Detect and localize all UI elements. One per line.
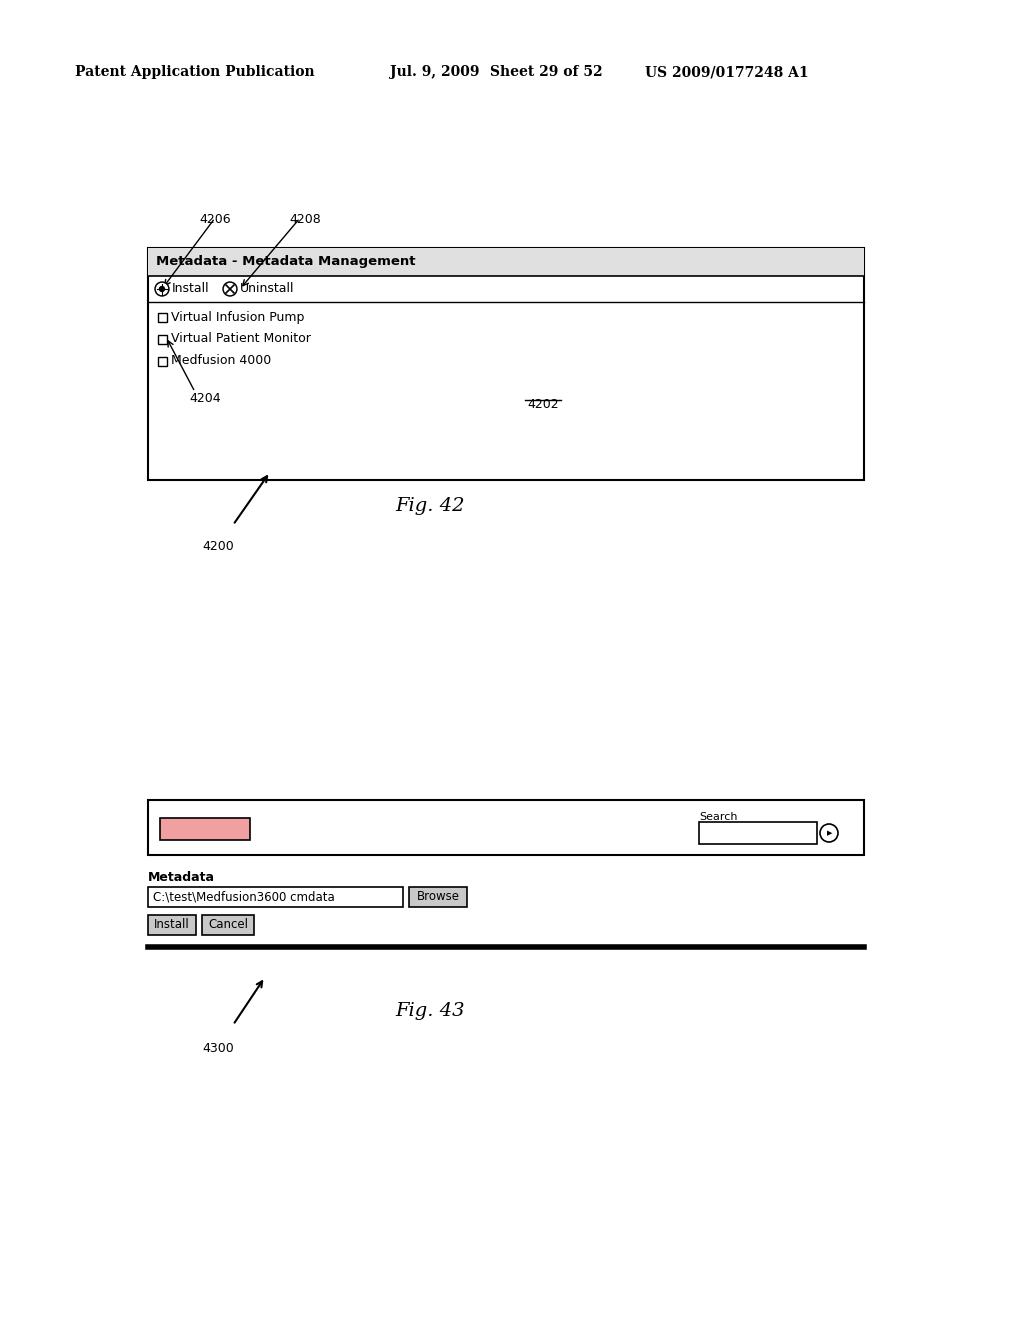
Bar [148, 887, 403, 907]
Text: Virtual Patient Monitor: Virtual Patient Monitor [171, 333, 311, 346]
Bar [148, 248, 864, 480]
Text: 4206: 4206 [200, 213, 230, 226]
Bar [148, 800, 864, 855]
Bar [202, 915, 254, 935]
Bar [158, 313, 167, 322]
Text: Fig. 42: Fig. 42 [395, 498, 465, 515]
Bar [148, 248, 864, 276]
Bar [158, 356, 167, 366]
Text: Browse: Browse [417, 891, 460, 903]
Text: ▶: ▶ [827, 830, 833, 836]
Text: Install: Install [155, 919, 189, 932]
Text: 4208: 4208 [289, 213, 321, 226]
Circle shape [223, 282, 237, 296]
Text: Virtual Infusion Pump: Virtual Infusion Pump [171, 310, 304, 323]
Bar [158, 334, 167, 343]
Bar [148, 915, 196, 935]
Text: Sheet 29 of 52: Sheet 29 of 52 [490, 65, 603, 79]
Text: Metadata: Metadata [148, 871, 215, 884]
Bar [409, 887, 467, 907]
Bar [160, 818, 250, 840]
Text: Metadata - Metadata Management: Metadata - Metadata Management [156, 256, 416, 268]
Text: Medfusion 4000: Medfusion 4000 [171, 355, 271, 367]
Text: 4200: 4200 [202, 540, 233, 553]
Circle shape [160, 286, 165, 292]
Text: Patent Application Publication: Patent Application Publication [75, 65, 314, 79]
Text: Jul. 9, 2009: Jul. 9, 2009 [390, 65, 479, 79]
Circle shape [157, 284, 168, 294]
Text: 4204: 4204 [189, 392, 221, 405]
Text: US 2009/0177248 A1: US 2009/0177248 A1 [645, 65, 809, 79]
Text: Fig. 43: Fig. 43 [395, 1002, 465, 1020]
Circle shape [224, 284, 236, 294]
Text: Search: Search [699, 812, 737, 822]
Bar [699, 822, 817, 843]
Circle shape [155, 282, 169, 296]
Text: 4202: 4202 [527, 399, 559, 411]
Text: Cancel: Cancel [208, 919, 248, 932]
Text: Uninstall: Uninstall [240, 282, 295, 296]
Text: C:\test\Medfusion3600 cmdata: C:\test\Medfusion3600 cmdata [153, 891, 335, 903]
Text: 4300: 4300 [202, 1041, 233, 1055]
Text: Install: Install [172, 282, 210, 296]
